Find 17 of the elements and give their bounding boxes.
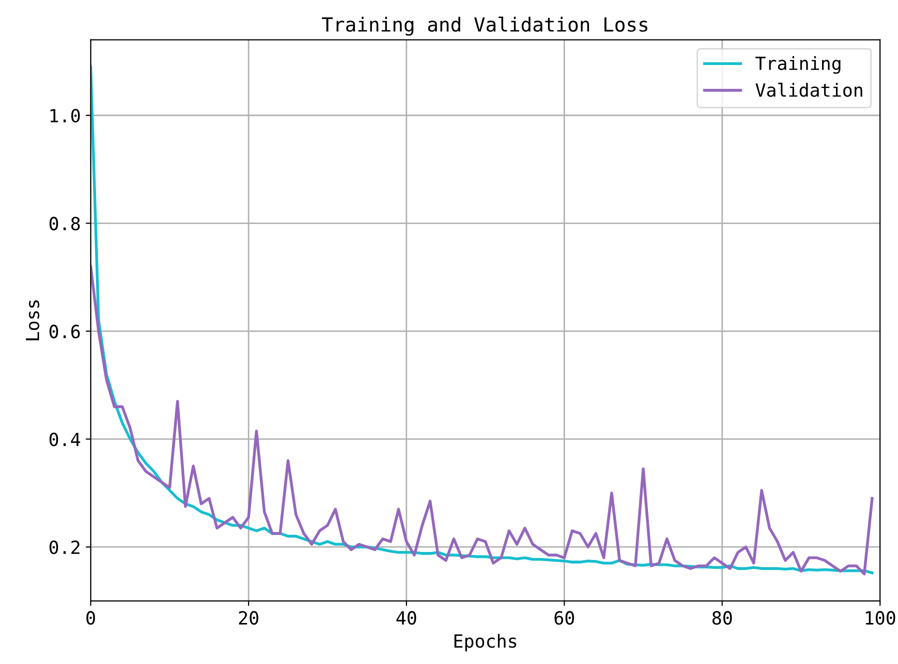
legend-label: Training — [756, 56, 840, 74]
x-tick-label: 100 — [866, 611, 896, 625]
line-series — [90, 265, 874, 576]
x-tick-label: 40 — [396, 611, 416, 625]
y-tick-label: 0.6 — [50, 324, 80, 338]
x-axis-title: Epochs — [454, 634, 516, 652]
x-tick-label: 20 — [239, 611, 258, 625]
y-tick-label: 0.8 — [50, 216, 80, 230]
x-tick-label: 80 — [712, 611, 732, 625]
x-tick-label: 60 — [554, 611, 574, 625]
y-tick-label: 1.0 — [50, 108, 80, 123]
chart-title: Training and Validation Loss — [322, 16, 648, 36]
y-tick-label: 0.2 — [50, 540, 80, 554]
y-axis-title: Loss — [26, 300, 40, 340]
x-tick-label: 0 — [86, 611, 95, 625]
legend-label: Validation — [756, 82, 862, 97]
y-tick-label: 0.4 — [50, 432, 80, 446]
